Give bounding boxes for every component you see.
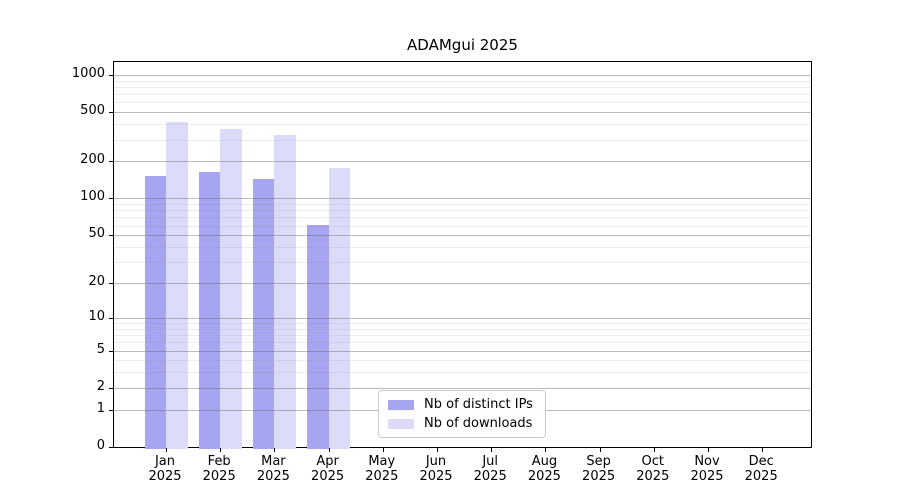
x-tick-label: Jul 2025 [473, 454, 507, 484]
x-tick-label: Mar 2025 [256, 454, 290, 484]
grid-layer [114, 62, 811, 447]
x-tick-mark [437, 448, 438, 452]
x-tick-label: Sep 2025 [582, 454, 616, 484]
gridline-major [114, 112, 811, 114]
bar-distinct-ips-0 [144, 176, 166, 449]
y-tick-label: 2 [96, 378, 105, 394]
bar-distinct-ips-3 [307, 224, 329, 449]
x-tick-mark [653, 448, 655, 452]
y-tick-mark [109, 112, 113, 114]
y-tick-label: 10 [88, 308, 105, 324]
legend-swatch-distinct-ips-icon [388, 399, 414, 410]
y-tick-label: 100 [80, 189, 105, 205]
x-tick-mark [708, 448, 709, 452]
gridline-minor [114, 262, 811, 264]
legend-item-downloads: Nb of downloads [379, 414, 545, 433]
gridline-minor [114, 328, 811, 330]
x-tick-mark [166, 448, 167, 452]
ticks-layer [109, 62, 811, 452]
y-tick-label: 1 [96, 400, 105, 416]
gridline-minor [114, 210, 811, 212]
legend-item-distinct-ips: Nb of distinct IPs [379, 395, 545, 414]
y-tick-label: 20 [88, 274, 105, 290]
gridline-minor [114, 204, 811, 206]
y-tick-mark [109, 235, 113, 237]
x-tick-mark [220, 448, 222, 452]
y-tick-label: 1000 [71, 65, 105, 81]
gridline-major [114, 235, 811, 237]
gridline-minor [114, 342, 811, 344]
gridline-major [114, 283, 811, 285]
gridline-minor [114, 335, 811, 337]
legend-label-distinct-ips: Nb of distinct IPs [424, 397, 533, 412]
x-tick-mark [491, 448, 493, 452]
x-tick-mark [274, 448, 276, 452]
x-tick-label: Feb 2025 [202, 454, 236, 484]
gridline-minor [114, 225, 811, 227]
x-tick-mark [382, 448, 384, 452]
gridline-minor [114, 323, 811, 324]
gridline-minor [114, 124, 811, 126]
x-tick-label: Nov 2025 [690, 454, 724, 484]
gridline-major [114, 74, 811, 76]
bar-distinct-ips-1 [198, 172, 221, 449]
gridline-major [114, 161, 811, 163]
gridline-minor [114, 94, 811, 96]
legend-label-downloads: Nb of downloads [424, 416, 533, 431]
y-tick-mark [109, 283, 113, 285]
x-tick-label: Oct 2025 [636, 454, 670, 484]
gridline-minor [114, 139, 811, 141]
x-tick-mark [328, 448, 330, 452]
gridline-minor [114, 217, 811, 219]
bar-downloads-2 [274, 135, 296, 449]
gridline-major [114, 198, 811, 200]
y-tick-label: 5 [96, 341, 105, 357]
y-tick-mark [109, 350, 113, 352]
x-tick-label: Jun 2025 [419, 454, 453, 484]
gridline-minor [114, 102, 811, 104]
y-tick-mark [109, 74, 113, 76]
x-tick-label: Apr 2025 [311, 454, 345, 484]
legend-swatch-downloads-icon [388, 418, 414, 429]
bars-layer [114, 62, 811, 449]
gridline-minor [114, 80, 811, 82]
y-tick-mark [109, 317, 113, 319]
y-tick-mark [109, 447, 113, 448]
y-tick-label: 200 [80, 152, 105, 168]
x-tick-mark [545, 448, 547, 452]
x-tick-label: Jan 2025 [148, 454, 182, 484]
gridline-major [114, 350, 811, 352]
y-tick-mark [109, 198, 113, 200]
x-tick-label: May 2025 [365, 454, 399, 484]
y-tick-label: 500 [80, 103, 105, 119]
x-tick-mark [599, 448, 601, 452]
legend: Nb of distinct IPs Nb of downloads [378, 390, 546, 438]
gridline-minor [114, 372, 811, 374]
x-tick-mark [762, 448, 764, 452]
gridline-minor [114, 86, 811, 88]
bar-downloads-0 [166, 121, 188, 449]
x-tick-label: Aug 2025 [527, 454, 561, 484]
gridline-minor [114, 247, 811, 248]
gridline-minor [114, 360, 811, 362]
plot-area [109, 61, 812, 452]
gridline-major [114, 317, 811, 319]
x-tick-label: Dec 2025 [744, 454, 778, 484]
y-tick-mark [109, 161, 113, 163]
y-tick-label: 50 [88, 226, 105, 242]
y-tick-mark [109, 409, 113, 411]
gridline-major [114, 387, 811, 389]
bar-distinct-ips-2 [252, 178, 275, 449]
bar-downloads-3 [328, 167, 351, 449]
bar-downloads-1 [220, 128, 242, 449]
chart-title: ADAMgui 2025 [407, 36, 518, 54]
y-tick-label: 0 [96, 438, 105, 453]
y-tick-mark [109, 387, 113, 389]
